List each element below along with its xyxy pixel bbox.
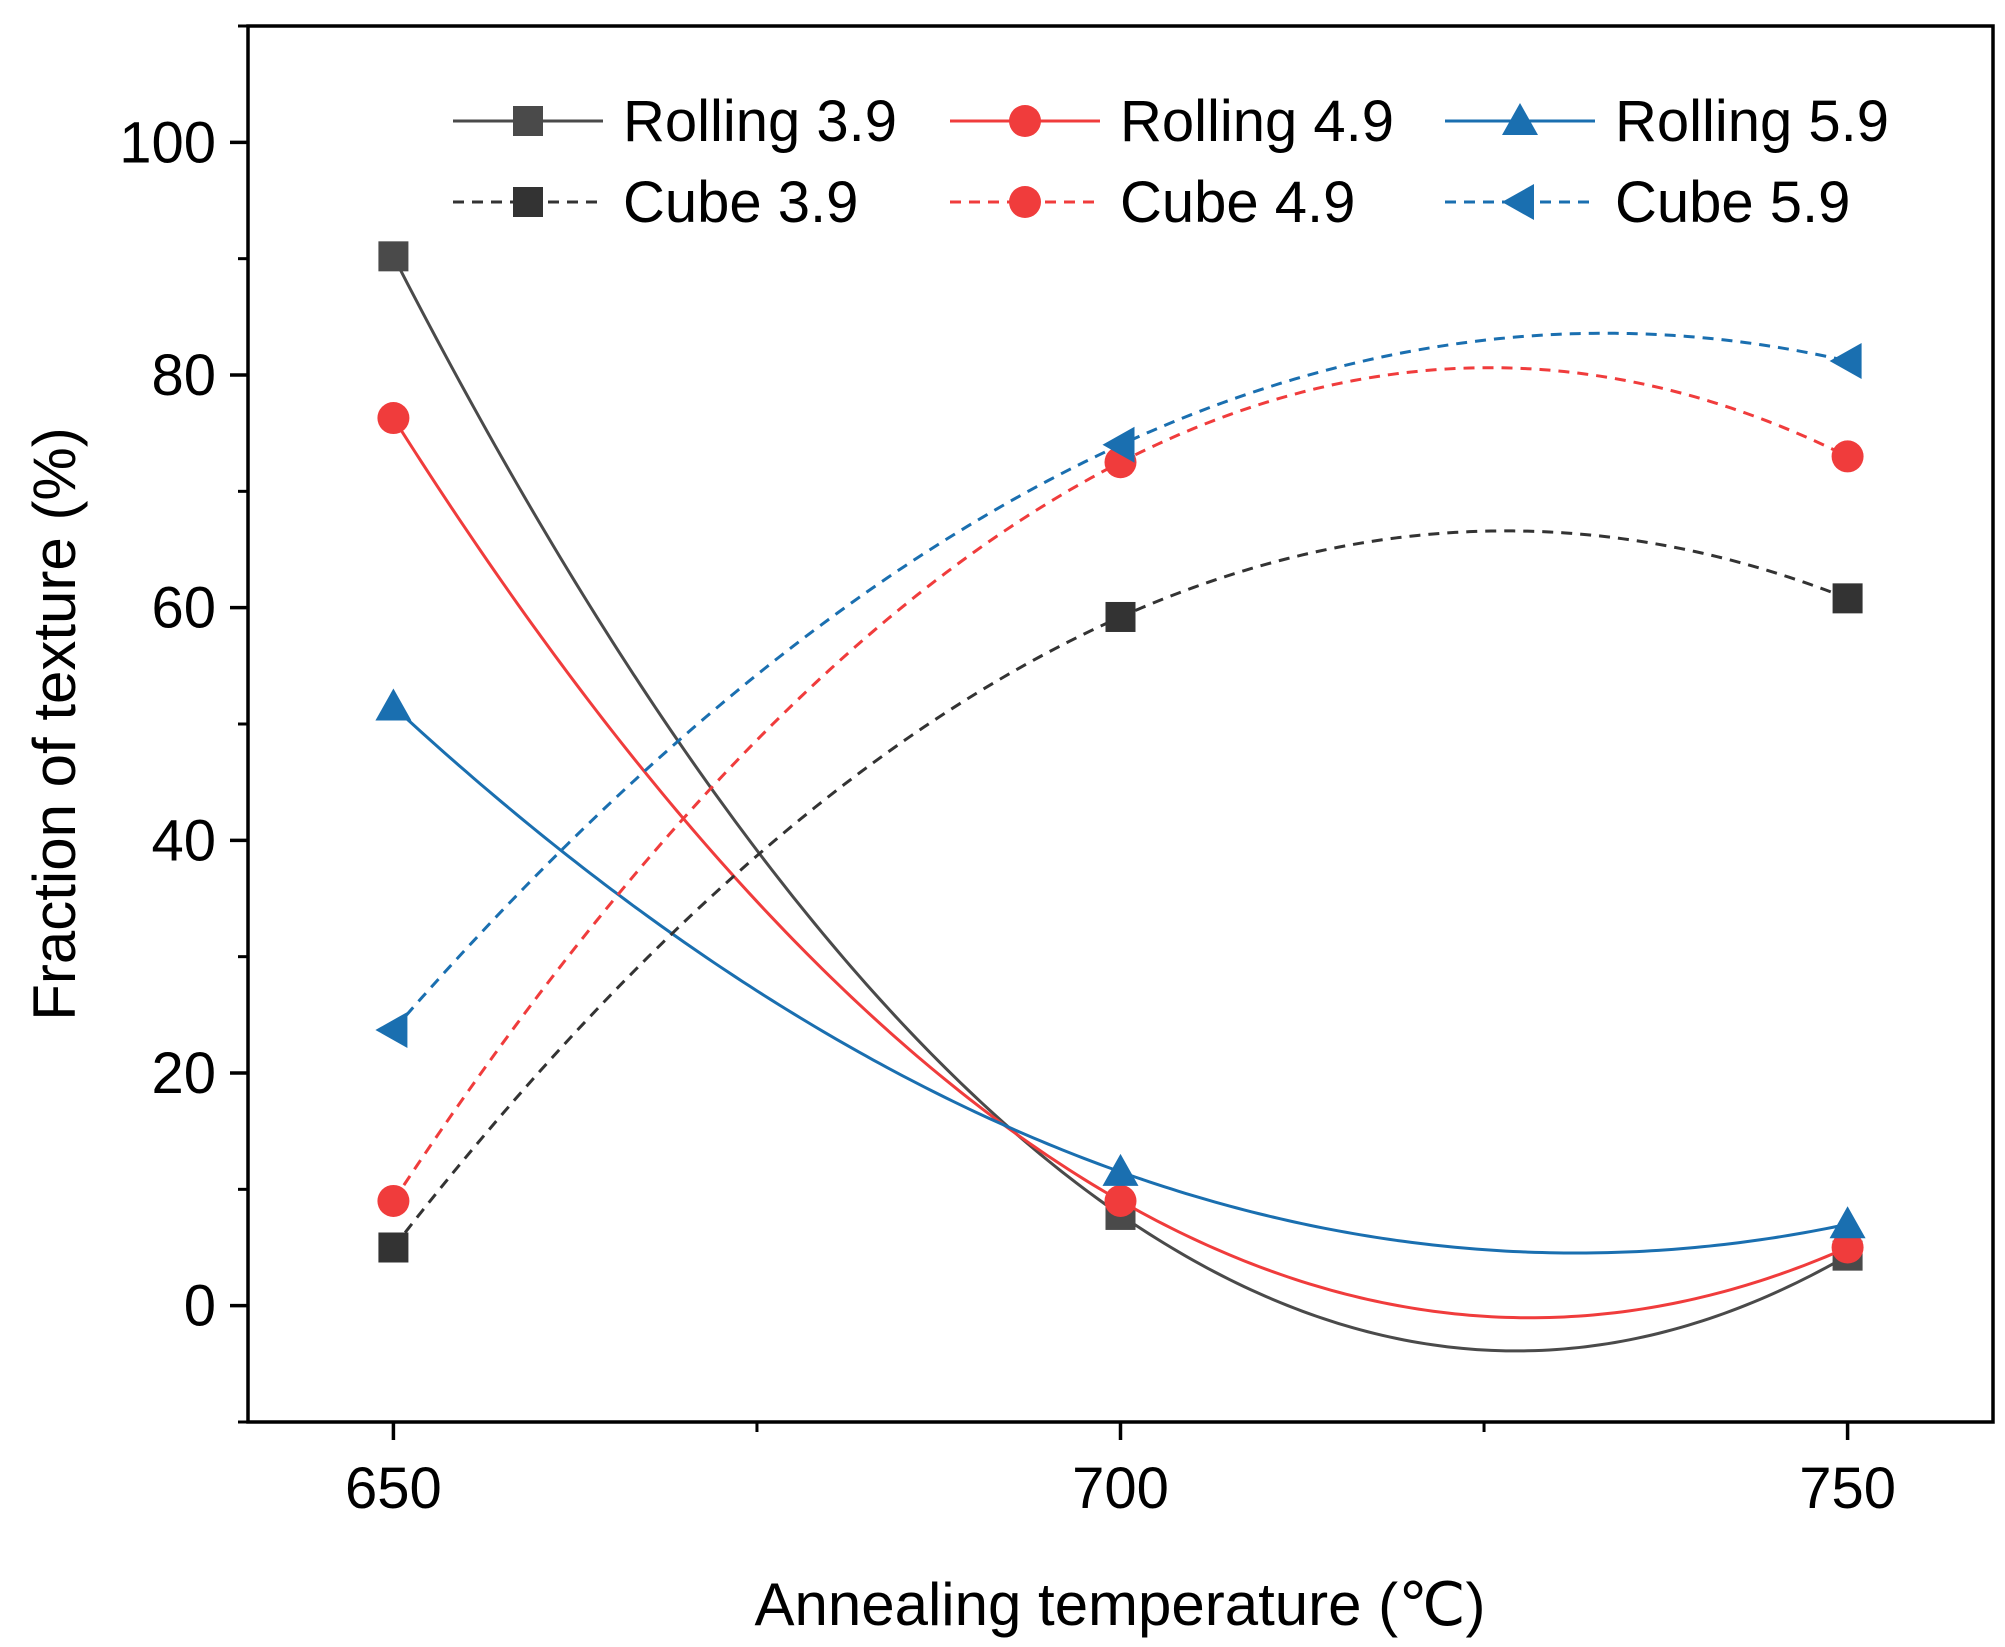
legend-marker [513, 106, 543, 136]
data-point [1832, 583, 1863, 614]
legend-marker [1009, 105, 1041, 137]
y-tick-label: 20 [151, 1041, 216, 1106]
data-point [1831, 1231, 1864, 1264]
data-point [1829, 1206, 1866, 1239]
x-tick-label: 650 [345, 1456, 442, 1521]
series-rolling-5-9 [375, 688, 1866, 1255]
axis-ticks: 650 700 750 0 20 40 60 80 100 [119, 24, 1896, 1521]
y-tick-label: 80 [151, 343, 216, 408]
legend-label: Rolling 5.9 [1615, 89, 1889, 154]
x-tick-label: 750 [1799, 1456, 1896, 1521]
legend: Rolling 3.9 Rolling 4.9 Rolling 5.9 Cube 3.… [453, 89, 1889, 235]
data-point [375, 688, 412, 721]
legend-item: Cube 3.9 [453, 170, 858, 235]
y-tick-label: 100 [119, 110, 216, 175]
y-tick-label: 60 [151, 576, 216, 641]
y-axis-title: Fraction of texture (%) [21, 427, 88, 1021]
data-point [375, 1011, 408, 1048]
data-point [1829, 343, 1862, 380]
legend-label: Rolling 3.9 [623, 89, 897, 154]
data-point [1105, 601, 1136, 632]
series-layer [375, 241, 1866, 1353]
data-point [378, 1232, 409, 1263]
data-point [377, 402, 410, 435]
y-tick-label: 0 [184, 1274, 216, 1339]
data-point [377, 1184, 410, 1217]
legend-marker [1009, 186, 1041, 218]
series-cube-3-9 [378, 529, 1863, 1263]
legend-label: Cube 4.9 [1120, 170, 1355, 235]
legend-label: Cube 3.9 [623, 170, 858, 235]
data-point [1102, 1153, 1139, 1186]
y-tick-label: 40 [151, 808, 216, 873]
legend-item: Cube 5.9 [1445, 170, 1850, 235]
series-line [392, 366, 1849, 1202]
data-point [1831, 440, 1864, 473]
legend-item: Rolling 4.9 [950, 89, 1394, 154]
data-point [1104, 1184, 1137, 1217]
series-cube-5-9 [375, 331, 1862, 1048]
x-axis-title: Annealing temperature (℃) [754, 1571, 1485, 1638]
legend-marker [1502, 184, 1534, 220]
series-cube-4-9 [377, 366, 1864, 1217]
legend-label: Cube 5.9 [1615, 170, 1850, 235]
series-rolling-4-9 [377, 402, 1864, 1320]
x-tick-label: 700 [1072, 1456, 1169, 1521]
data-point [1102, 426, 1135, 463]
legend-item: Rolling 5.9 [1445, 89, 1889, 154]
legend-marker [513, 187, 543, 217]
legend-item: Rolling 3.9 [453, 89, 897, 154]
data-point [378, 241, 409, 272]
legend-label: Rolling 4.9 [1120, 89, 1394, 154]
legend-marker [1502, 103, 1538, 135]
legend-item: Cube 4.9 [950, 170, 1355, 235]
